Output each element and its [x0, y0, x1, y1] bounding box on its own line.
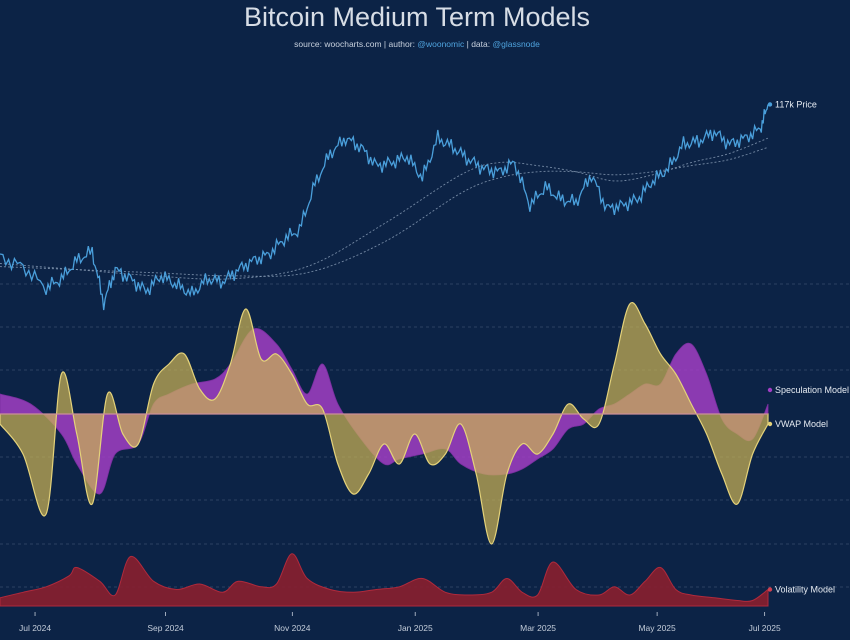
credits-data-label: | data:: [466, 39, 491, 49]
x-tick-label: Jul 2025: [749, 623, 781, 633]
credits-author[interactable]: @woonomic: [417, 39, 465, 49]
credits-source: woocharts.com: [324, 39, 382, 49]
price-end-marker: [767, 102, 773, 107]
chart-title: Bitcoin Medium Term Models: [243, 2, 591, 32]
volatility-panel: [0, 553, 769, 607]
moving-average-short: [0, 137, 769, 280]
speculation-end-label: Speculation Model: [775, 385, 849, 395]
x-tick-label: Sep 2024: [147, 623, 184, 633]
credits-data[interactable]: @glassnode: [492, 39, 540, 49]
gridlines: [0, 283, 850, 588]
speculation-end-marker: [767, 387, 773, 393]
chart-credits: source: woocharts.com | author: @woonomi…: [0, 39, 834, 49]
oscillator-panel: [0, 301, 769, 545]
x-axis: Jul 2024 Sep 2024 Nov 2024 Jan 2025 Mar 2025…: [19, 612, 781, 633]
volatility-end-label: Volatility Model: [775, 585, 835, 595]
x-tick-label: Mar 2025: [520, 623, 556, 633]
vwap-end-label: VWAP Model: [775, 419, 828, 429]
x-tick-label: May 2025: [638, 623, 676, 633]
x-tick-label: Jul 2024: [19, 623, 51, 633]
volatility-area: [0, 553, 769, 607]
volatility-end-marker: [767, 587, 773, 592]
vwap-model-area: [0, 301, 769, 545]
price-panel: [0, 104, 769, 311]
x-tick-label: Nov 2024: [274, 623, 311, 633]
x-tick-label: Jan 2025: [398, 623, 433, 633]
series-labels: 117k Price Speculation Model VWAP Model Vol…: [767, 99, 849, 595]
credits-source-label: source:: [294, 39, 322, 49]
credits-author-label: | author:: [383, 39, 415, 49]
price-end-label: 117k Price: [775, 99, 817, 109]
moving-average-long: [0, 146, 769, 277]
price-line: [0, 104, 769, 311]
vwap-end-marker: [767, 421, 773, 427]
